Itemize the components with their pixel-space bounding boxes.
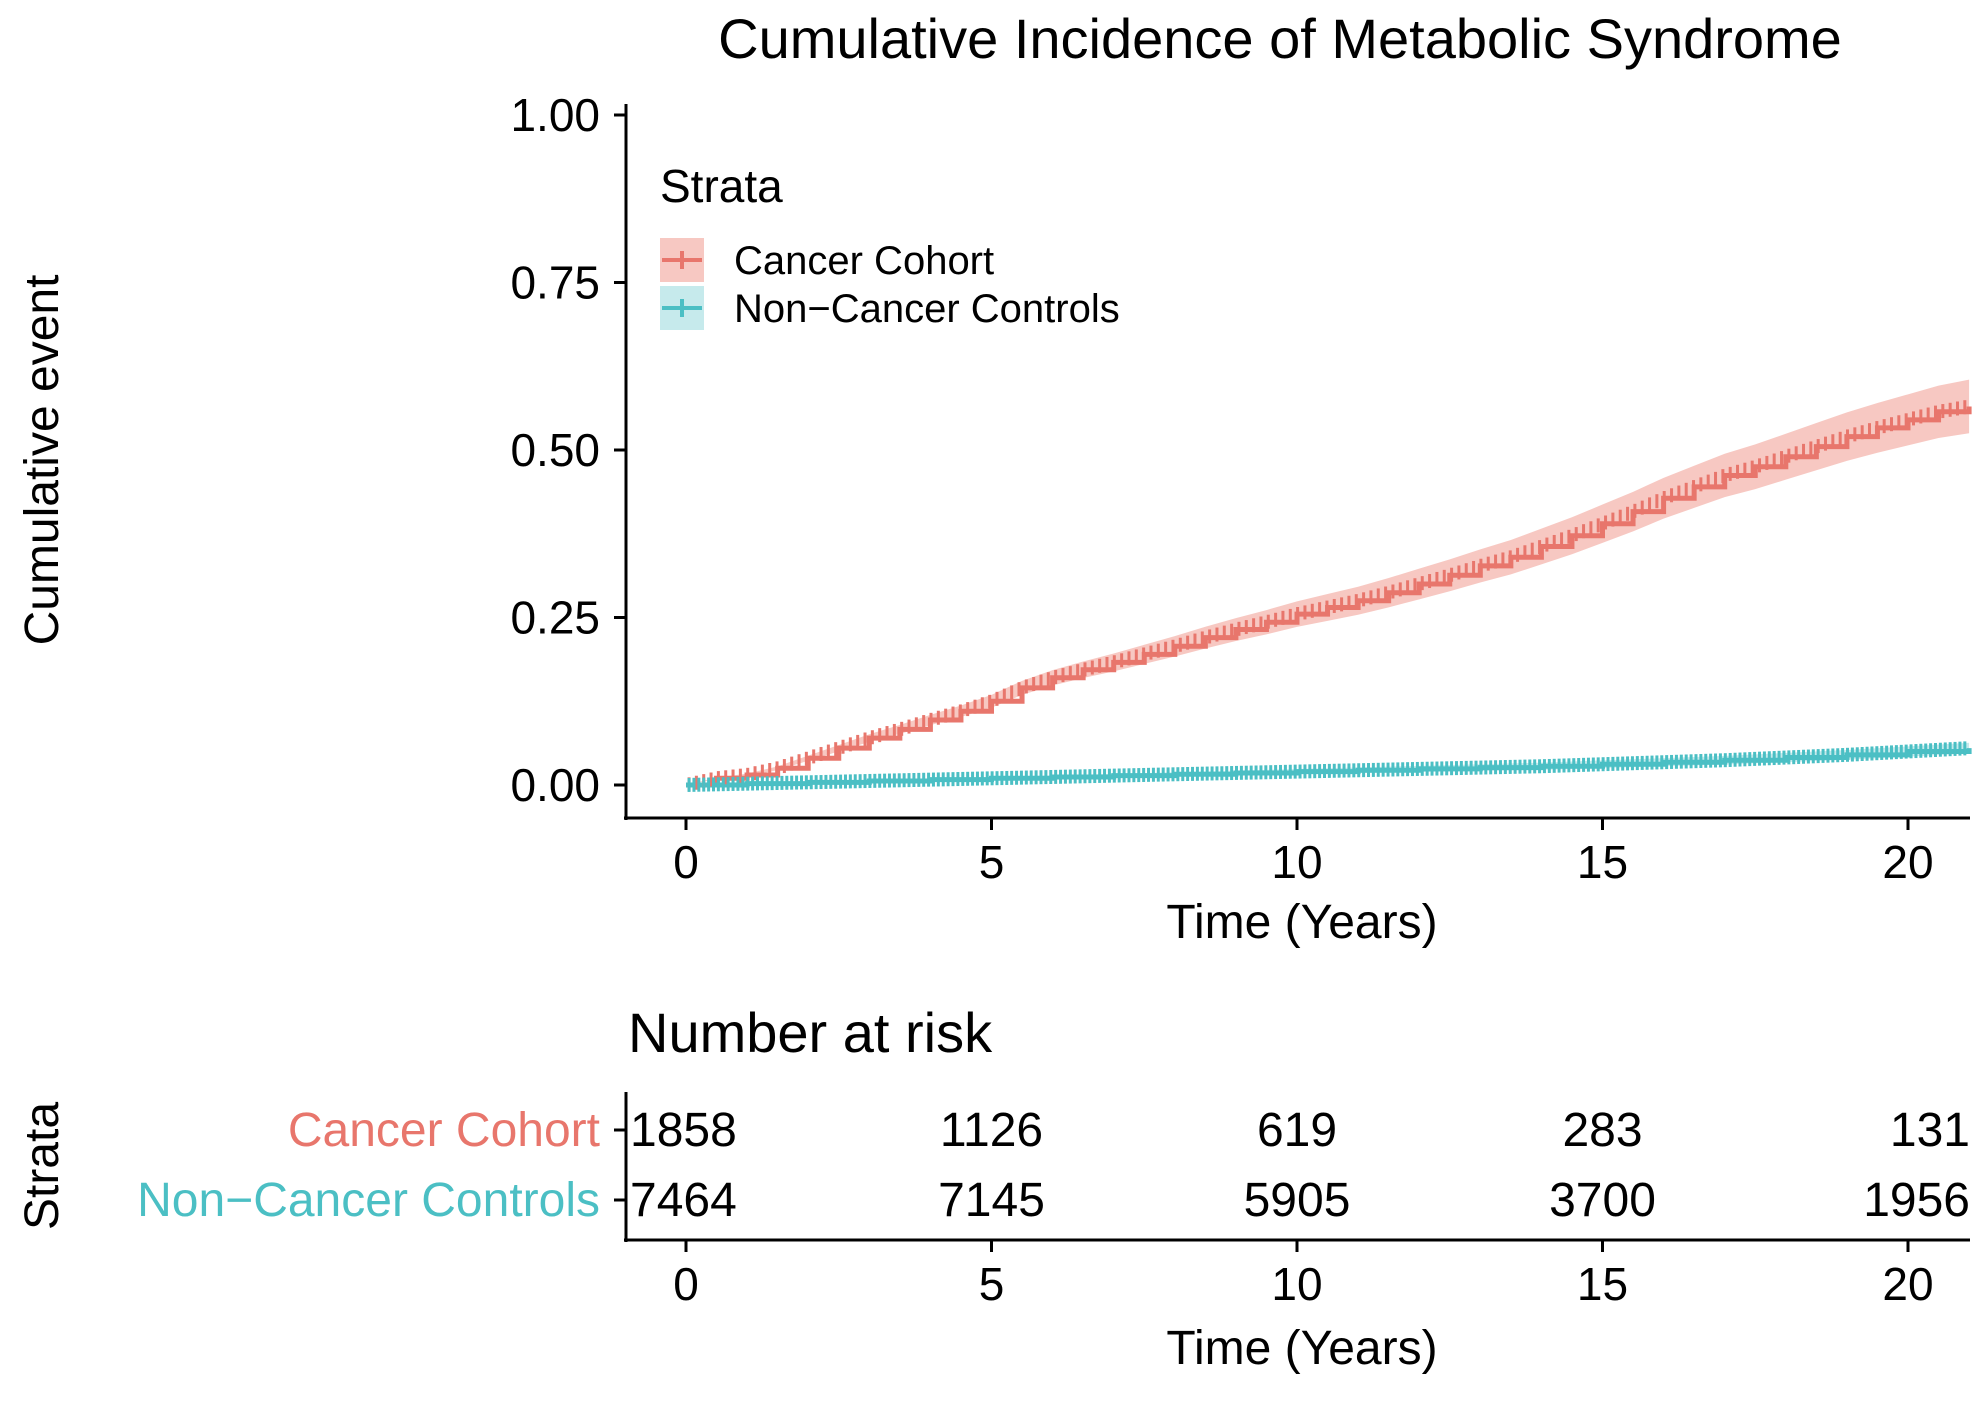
risk-table-x-title: Time (Years)	[1166, 1322, 1437, 1375]
risk-x-tick-label: 15	[1577, 1258, 1628, 1310]
legend-label: Cancer Cohort	[734, 239, 994, 283]
risk-value: 283	[1562, 1104, 1642, 1157]
y-axis-title: Cumulative event	[16, 275, 69, 646]
chart-title: Cumulative Incidence of Metabolic Syndro…	[718, 7, 1842, 70]
x-tick-label: 0	[673, 836, 699, 888]
x-tick-label: 5	[979, 836, 1005, 888]
y-tick-label: 0.00	[510, 759, 600, 811]
risk-strata-label: Non−Cancer Controls	[137, 1174, 600, 1227]
risk-x-tick-label: 5	[979, 1258, 1005, 1310]
x-tick-label: 15	[1577, 836, 1628, 888]
plot-area	[686, 379, 1972, 792]
x-axis-title: Time (Years)	[1166, 896, 1437, 949]
x-tick-label: 20	[1882, 836, 1933, 888]
risk-value: 1858	[630, 1104, 737, 1157]
risk-value: 131	[1890, 1104, 1970, 1157]
risk-value: 7464	[630, 1174, 737, 1227]
risk-value: 619	[1257, 1104, 1337, 1157]
risk-x-tick-label: 20	[1882, 1258, 1933, 1310]
y-tick-label: 0.75	[510, 257, 600, 309]
risk-value: 7145	[938, 1174, 1045, 1227]
confidence-bands	[686, 379, 1970, 785]
risk-table-y-title: Strata	[16, 1102, 69, 1230]
legend-label: Non−Cancer Controls	[734, 287, 1120, 331]
risk-value: 1956	[1863, 1174, 1970, 1227]
ci-band-0	[686, 379, 1970, 785]
risk-x-tick-label: 0	[673, 1258, 699, 1310]
risk-table-title: Number at risk	[628, 1001, 993, 1064]
risk-table: Cancer Cohort 1858 1126 619 283 131 Non−Cancer…	[137, 1104, 1970, 1310]
y-tick-label: 0.50	[510, 424, 600, 476]
x-axis-ticks: 0 5 10 15 20	[673, 818, 1934, 888]
y-tick-label: 1.00	[510, 89, 600, 141]
x-tick-label: 10	[1271, 836, 1322, 888]
risk-value: 1126	[940, 1104, 1043, 1157]
y-axis-ticks: 0.00 0.25 0.50 0.75 1.00	[510, 89, 626, 811]
risk-strata-label: Cancer Cohort	[288, 1104, 600, 1157]
risk-value: 5905	[1244, 1174, 1351, 1227]
legend-title: Strata	[660, 160, 783, 212]
risk-x-tick-label: 10	[1271, 1258, 1322, 1310]
y-tick-label: 0.25	[510, 592, 600, 644]
risk-value: 3700	[1549, 1174, 1656, 1227]
censor-marks	[687, 400, 1967, 792]
